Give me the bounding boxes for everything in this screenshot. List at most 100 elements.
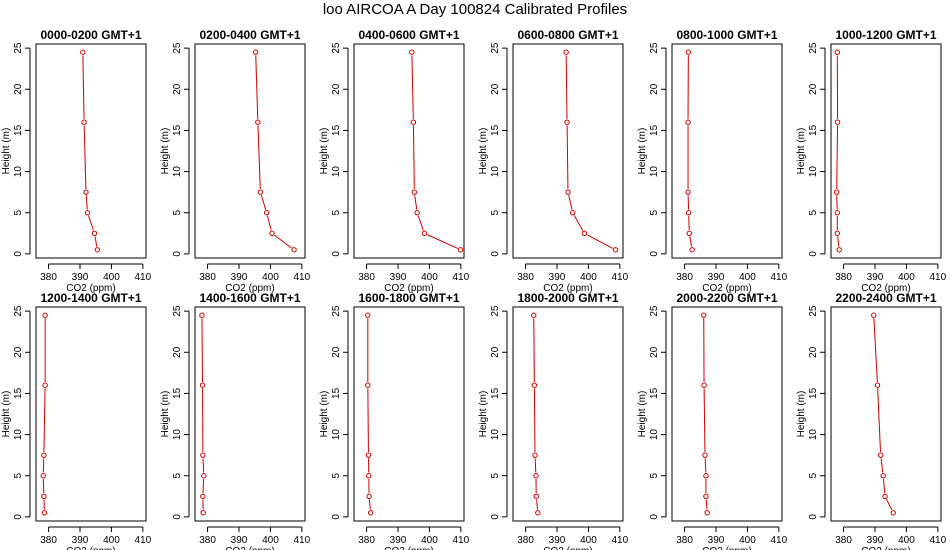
x-tick-label: 400 bbox=[739, 272, 756, 283]
y-tick-label: 0 bbox=[808, 251, 819, 257]
x-tick-label: 390 bbox=[867, 272, 884, 283]
profile-segment bbox=[705, 499, 708, 510]
data-point bbox=[263, 210, 270, 216]
profile-panel: 2000-2200 GMT+1 380 390 400 410 CO2 (ppm) 0 5 10… bbox=[637, 291, 788, 550]
x-tick-label: 390 bbox=[708, 535, 725, 546]
y-tick-label: 0 bbox=[331, 514, 342, 520]
data-point bbox=[365, 382, 371, 388]
x-tick-label: 390 bbox=[867, 535, 884, 546]
y-tick-label: 20 bbox=[649, 83, 660, 95]
data-point bbox=[685, 119, 691, 125]
y-tick-label: 5 bbox=[808, 210, 819, 216]
x-axis-label: CO2 (ppm) bbox=[702, 283, 751, 294]
profile-segment bbox=[873, 318, 878, 383]
x-tick-label: 390 bbox=[549, 272, 566, 283]
data-point bbox=[41, 510, 48, 516]
profile-segment bbox=[836, 125, 839, 189]
data-point bbox=[834, 119, 841, 125]
x-tick-label: 410 bbox=[771, 535, 788, 546]
profile-segment bbox=[257, 125, 261, 189]
data-point bbox=[704, 510, 710, 516]
panel-title: 0800-1000 GMT+1 bbox=[676, 28, 777, 42]
y-tick-label: 20 bbox=[490, 83, 501, 95]
y-tick-label: 20 bbox=[172, 83, 183, 95]
x-tick-label: 400 bbox=[421, 272, 438, 283]
profile-panel: 0000-0200 GMT+1 380 390 400 410 CO2 (ppm) 0 5 10… bbox=[1, 28, 152, 294]
profile-segment bbox=[689, 236, 693, 247]
y-tick-label: 15 bbox=[490, 124, 501, 136]
y-tick-label: 25 bbox=[649, 42, 660, 54]
x-tick-label: 400 bbox=[580, 535, 597, 546]
y-tick-label: 25 bbox=[808, 42, 819, 54]
y-tick-label: 10 bbox=[490, 429, 501, 441]
panel-title: 0000-0200 GMT+1 bbox=[40, 28, 141, 42]
data-point bbox=[410, 119, 417, 125]
profile-segment bbox=[565, 55, 568, 119]
x-tick-label: 410 bbox=[453, 535, 470, 546]
x-tick-label: 390 bbox=[72, 535, 89, 546]
y-tick-label: 0 bbox=[13, 514, 24, 520]
profile-segment bbox=[536, 499, 539, 510]
x-tick-label: 390 bbox=[708, 272, 725, 283]
data-point bbox=[882, 493, 888, 500]
data-point bbox=[367, 510, 374, 516]
data-point bbox=[200, 493, 206, 500]
plot-frame bbox=[512, 306, 624, 522]
data-point bbox=[199, 382, 206, 388]
y-tick-label: 15 bbox=[172, 387, 183, 399]
profile-segment bbox=[94, 236, 98, 247]
data-point bbox=[702, 452, 708, 458]
x-tick-label: 380 bbox=[199, 272, 216, 283]
data-point bbox=[414, 210, 420, 216]
y-tick-label: 5 bbox=[13, 473, 24, 479]
panel-title: 2200-2400 GMT+1 bbox=[835, 291, 936, 305]
y-tick-label: 0 bbox=[649, 514, 660, 520]
y-tick-label: 15 bbox=[649, 124, 660, 136]
x-axis-label: CO2 (ppm) bbox=[543, 283, 592, 294]
x-tick-label: 410 bbox=[294, 272, 311, 283]
y-tick-label: 0 bbox=[172, 514, 183, 520]
panel-title: 0200-0400 GMT+1 bbox=[199, 28, 300, 42]
profile-segment bbox=[83, 125, 87, 189]
x-tick-label: 410 bbox=[135, 272, 152, 283]
data-point bbox=[532, 452, 538, 458]
panel-title: 1400-1600 GMT+1 bbox=[199, 291, 300, 305]
y-tick-label: 10 bbox=[13, 429, 24, 441]
data-point bbox=[533, 473, 539, 479]
x-axis-label: CO2 (ppm) bbox=[861, 546, 910, 550]
profile-segment bbox=[260, 195, 267, 210]
y-tick-label: 10 bbox=[172, 429, 183, 441]
data-point bbox=[535, 510, 541, 516]
y-axis-label: Height (m) bbox=[1, 128, 12, 175]
x-tick-label: 380 bbox=[517, 535, 534, 546]
x-axis-label: CO2 (ppm) bbox=[543, 546, 592, 550]
y-axis-label: Height (m) bbox=[319, 128, 330, 175]
profile-segment bbox=[427, 234, 458, 249]
profile-segment bbox=[573, 215, 584, 231]
data-point bbox=[366, 473, 372, 479]
x-tick-label: 400 bbox=[739, 535, 756, 546]
data-point bbox=[421, 230, 428, 237]
y-tick-label: 15 bbox=[13, 124, 24, 136]
y-tick-label: 15 bbox=[490, 387, 501, 399]
profile-segment bbox=[882, 478, 886, 494]
x-tick-label: 400 bbox=[580, 272, 597, 283]
x-tick-label: 410 bbox=[294, 535, 311, 546]
y-axis-label: Height (m) bbox=[319, 391, 330, 438]
x-tick-label: 380 bbox=[676, 535, 693, 546]
profile-segment bbox=[82, 55, 85, 120]
x-tick-label: 380 bbox=[517, 272, 534, 283]
y-tick-label: 20 bbox=[331, 346, 342, 358]
data-point bbox=[41, 452, 47, 458]
panel-title: 1200-1400 GMT+1 bbox=[40, 291, 141, 305]
y-tick-label: 10 bbox=[649, 429, 660, 441]
y-tick-label: 5 bbox=[331, 210, 342, 216]
y-tick-label: 10 bbox=[808, 429, 819, 441]
x-tick-label: 400 bbox=[103, 535, 120, 546]
data-point bbox=[685, 49, 692, 55]
panel-title: 2000-2200 GMT+1 bbox=[676, 291, 777, 305]
y-tick-label: 5 bbox=[490, 210, 501, 216]
data-point bbox=[703, 493, 709, 500]
